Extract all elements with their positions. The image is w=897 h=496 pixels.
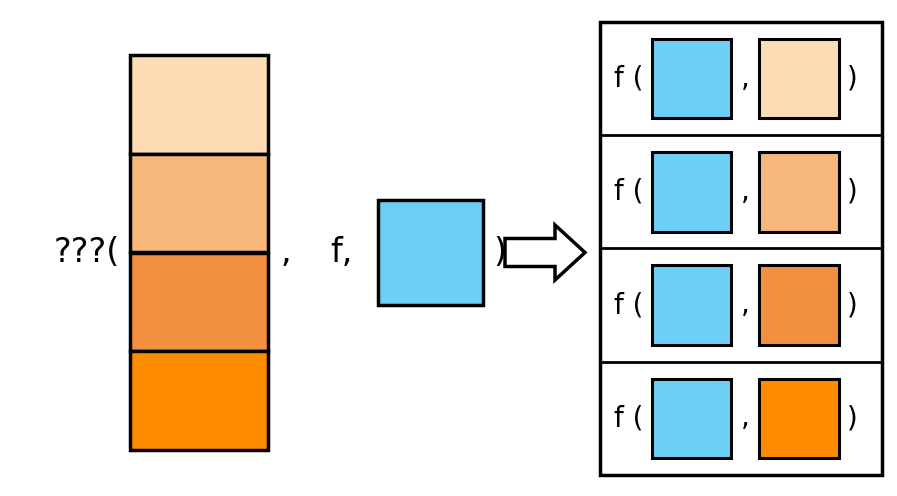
- Bar: [759, 379, 839, 458]
- Bar: [759, 265, 839, 345]
- Text: f (: f (: [614, 404, 643, 433]
- Bar: [130, 154, 268, 252]
- Text: ): ): [847, 178, 858, 206]
- Text: ,: ,: [741, 178, 750, 206]
- Text: ,: ,: [741, 404, 750, 433]
- Text: ,: ,: [280, 236, 291, 269]
- Bar: [130, 351, 268, 450]
- Text: ): ): [847, 404, 858, 433]
- Text: f (: f (: [614, 291, 643, 319]
- Text: ): ): [847, 291, 858, 319]
- Bar: [130, 252, 268, 351]
- Text: ): ): [493, 236, 506, 269]
- Bar: [759, 39, 839, 118]
- Text: ???(: ???(: [54, 236, 120, 269]
- Bar: [600, 22, 882, 475]
- Text: ,: ,: [741, 64, 750, 93]
- Text: ,: ,: [741, 291, 750, 319]
- FancyArrow shape: [505, 225, 585, 280]
- Bar: [130, 55, 268, 154]
- Bar: [652, 379, 731, 458]
- Bar: [759, 152, 839, 232]
- Bar: [652, 152, 731, 232]
- Text: f (: f (: [614, 178, 643, 206]
- Bar: [652, 39, 731, 118]
- Bar: [378, 200, 483, 305]
- Text: f (: f (: [614, 64, 643, 93]
- Text: ): ): [847, 64, 858, 93]
- Text: f,: f,: [330, 236, 353, 269]
- Bar: [652, 265, 731, 345]
